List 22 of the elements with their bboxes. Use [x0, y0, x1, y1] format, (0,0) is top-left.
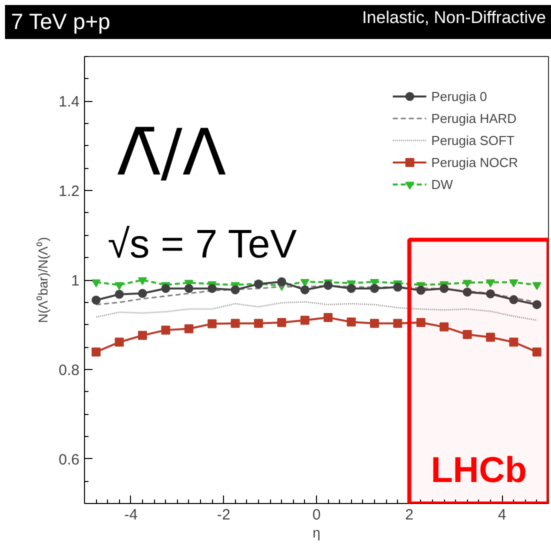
chart-title: 7 TeV p+p [11, 8, 110, 36]
band-label: LHCb [430, 449, 527, 490]
x-tick-label: 2 [405, 506, 414, 524]
y-tick-label: 0.6 [58, 451, 80, 468]
y-tick-label: 1 [71, 272, 80, 290]
y-axis-title: N(Λ⁰bar)/N(Λ⁰) [36, 237, 51, 323]
annotation: Λ̄/Λ [116, 116, 226, 191]
chart-subtitle: Inelastic, Non-Diffractive [362, 7, 546, 30]
legend-label: Perugia HARD [431, 110, 517, 126]
y-tick-label: 0.8 [58, 362, 80, 379]
x-tick-label: 4 [498, 506, 506, 524]
x-tick-label: -4 [124, 506, 138, 524]
legend-label: Perugia NOCR [431, 154, 518, 170]
x-tick-label: 0 [312, 506, 321, 524]
legend-label: DW [431, 176, 453, 192]
x-tick-label: -2 [217, 506, 230, 524]
y-tick-label: 1.2 [58, 183, 80, 200]
annotation: √s = 7 TeV [108, 222, 298, 267]
legend-label: Perugia 0 [431, 88, 487, 104]
legend-label: Perugia SOFT [431, 132, 514, 148]
y-tick-label: 1.4 [58, 94, 80, 111]
x-axis-title: η [312, 524, 320, 540]
